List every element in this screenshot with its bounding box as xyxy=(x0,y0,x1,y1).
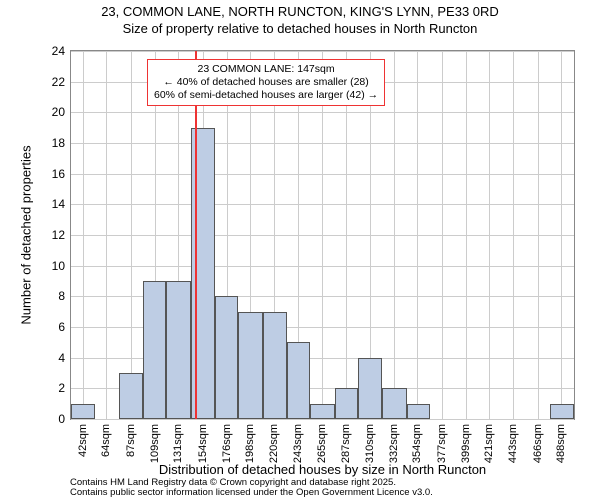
x-tick-label: 220sqm xyxy=(268,424,280,463)
histogram-bar xyxy=(263,312,287,419)
x-tick-label: 243sqm xyxy=(292,424,304,463)
y-tick-label: 12 xyxy=(35,228,65,242)
histogram-bar xyxy=(550,404,574,419)
histogram-bar xyxy=(215,296,239,419)
y-tick-label: 18 xyxy=(35,136,65,150)
y-tick-label: 8 xyxy=(35,289,65,303)
gridline-v xyxy=(131,51,132,419)
gridline-v xyxy=(466,51,467,419)
histogram-bar xyxy=(335,388,359,419)
x-tick-label: 265sqm xyxy=(316,424,328,463)
y-tick-label: 16 xyxy=(35,167,65,181)
y-tick-label: 0 xyxy=(35,412,65,426)
x-axis-label: Distribution of detached houses by size … xyxy=(70,462,575,477)
annotation-line: 60% of semi-detached houses are larger (… xyxy=(154,89,378,102)
x-tick-label: 421sqm xyxy=(483,424,495,463)
footer-attribution: Contains HM Land Registry data © Crown c… xyxy=(70,478,433,499)
x-tick-label: 42sqm xyxy=(77,424,89,457)
y-tick-label: 2 xyxy=(35,381,65,395)
histogram-bar xyxy=(238,312,263,419)
y-tick-label: 20 xyxy=(35,105,65,119)
x-tick-label: 310sqm xyxy=(364,424,376,463)
gridline-v xyxy=(489,51,490,419)
gridline-v xyxy=(442,51,443,419)
x-tick-label: 131sqm xyxy=(172,424,184,463)
histogram-bar xyxy=(71,404,95,419)
gridline-v xyxy=(394,51,395,419)
y-tick-label: 10 xyxy=(35,259,65,273)
x-tick-label: 64sqm xyxy=(100,424,112,457)
x-tick-label: 443sqm xyxy=(507,424,519,463)
x-tick-label: 377sqm xyxy=(436,424,448,463)
gridline-v xyxy=(513,51,514,419)
x-tick-label: 466sqm xyxy=(532,424,544,463)
gridline-v xyxy=(83,51,84,419)
x-tick-label: 198sqm xyxy=(244,424,256,463)
x-tick-label: 354sqm xyxy=(411,424,423,463)
histogram-bar xyxy=(287,342,311,419)
histogram-bar xyxy=(358,358,382,419)
histogram-bar xyxy=(310,404,335,419)
x-tick-label: 109sqm xyxy=(149,424,161,463)
gridline-v xyxy=(106,51,107,419)
histogram-bar xyxy=(143,281,167,419)
x-tick-label: 87sqm xyxy=(125,424,137,457)
histogram-plot: 23 COMMON LANE: 147sqm← 40% of detached … xyxy=(70,50,575,420)
x-tick-label: 399sqm xyxy=(460,424,472,463)
annotation-line: 23 COMMON LANE: 147sqm xyxy=(154,63,378,76)
x-tick-label: 176sqm xyxy=(221,424,233,463)
x-tick-label: 332sqm xyxy=(388,424,400,463)
x-tick-label: 488sqm xyxy=(555,424,567,463)
gridline-v xyxy=(561,51,562,419)
y-tick-label: 14 xyxy=(35,197,65,211)
y-tick-label: 6 xyxy=(35,320,65,334)
gridline-v xyxy=(538,51,539,419)
chart-title-line1: 23, COMMON LANE, NORTH RUNCTON, KING'S L… xyxy=(0,4,600,21)
y-tick-label: 22 xyxy=(35,75,65,89)
annotation-box: 23 COMMON LANE: 147sqm← 40% of detached … xyxy=(147,59,385,106)
x-tick-label: 154sqm xyxy=(197,424,209,463)
y-tick-label: 24 xyxy=(35,44,65,58)
chart-title-line2: Size of property relative to detached ho… xyxy=(0,21,600,38)
histogram-bar xyxy=(382,388,407,419)
y-tick-label: 4 xyxy=(35,351,65,365)
histogram-bar xyxy=(407,404,431,419)
histogram-bar xyxy=(166,281,191,419)
gridline-h xyxy=(71,419,574,420)
y-axis-label: Number of detached properties xyxy=(18,50,34,420)
annotation-line: ← 40% of detached houses are smaller (28… xyxy=(154,76,378,89)
x-tick-label: 287sqm xyxy=(340,424,352,463)
histogram-bar xyxy=(119,373,143,419)
gridline-v xyxy=(417,51,418,419)
